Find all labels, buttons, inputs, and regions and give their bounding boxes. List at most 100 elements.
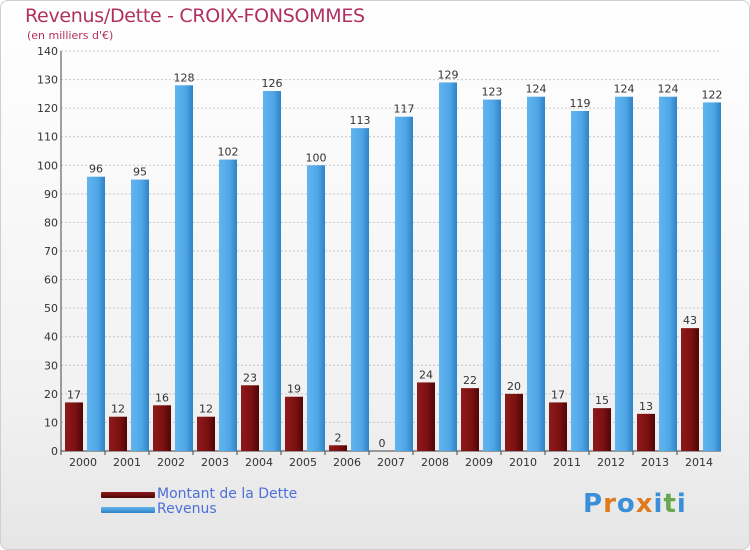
y-tick-label: 120 <box>37 102 58 115</box>
data-label: 126 <box>262 77 283 90</box>
data-label: 17 <box>551 388 565 401</box>
chart-title: Revenus/Dette - CROIX-FONSOMMES <box>25 5 365 27</box>
bar-revenus <box>131 179 149 452</box>
legend-label-dette: Montant de la Dette <box>157 486 298 502</box>
data-label: 113 <box>350 114 371 127</box>
x-tick-label: 2011 <box>553 456 581 469</box>
legend: Montant de la Dette Revenus <box>101 487 297 517</box>
logo-letter: P <box>583 489 604 519</box>
y-tick-label: 0 <box>51 445 58 458</box>
data-label: 128 <box>174 71 195 84</box>
y-tick-label: 40 <box>44 331 58 344</box>
data-label: 15 <box>595 394 609 407</box>
y-tick-label: 20 <box>44 388 58 401</box>
data-label: 17 <box>67 388 81 401</box>
data-label: 13 <box>639 400 653 413</box>
bar-dette <box>197 416 215 451</box>
bar-revenus <box>483 99 501 452</box>
x-tick-label: 2013 <box>641 456 669 469</box>
bar-revenus <box>395 116 413 451</box>
x-tick-label: 2003 <box>201 456 229 469</box>
logo-letter: t <box>663 489 677 519</box>
data-label: 95 <box>133 166 147 179</box>
data-label: 22 <box>463 374 477 387</box>
bar-dette <box>153 405 171 451</box>
bar-revenus <box>615 96 633 451</box>
legend-swatch-dette <box>101 491 155 498</box>
data-label: 129 <box>438 68 459 81</box>
bar-dette <box>329 445 347 451</box>
legend-item-revenus: Revenus <box>101 502 297 517</box>
bar-revenus <box>263 91 281 451</box>
data-label: 2 <box>335 431 342 444</box>
data-label: 117 <box>394 103 415 116</box>
chart-subtitle: (en milliers d'€) <box>27 29 114 42</box>
data-label: 12 <box>111 403 125 416</box>
data-label: 24 <box>419 368 433 381</box>
x-tick-label: 2004 <box>245 456 273 469</box>
data-label: 124 <box>658 83 679 96</box>
x-tick-label: 2000 <box>69 456 97 469</box>
data-label: 23 <box>243 371 257 384</box>
bar-revenus <box>659 96 677 451</box>
legend-label-revenus: Revenus <box>157 501 217 517</box>
bar-dette <box>637 413 655 451</box>
data-label: 122 <box>702 88 723 101</box>
y-tick-label: 70 <box>44 245 58 258</box>
logo-letter: r <box>603 489 617 519</box>
data-label: 20 <box>507 380 521 393</box>
bar-dette <box>549 402 567 451</box>
data-label: 12 <box>199 403 213 416</box>
bar-dette <box>417 382 435 451</box>
x-tick-label: 2008 <box>421 456 449 469</box>
bar-dette <box>241 385 259 451</box>
bar-dette <box>593 408 611 451</box>
data-label: 102 <box>218 146 239 159</box>
bar-dette <box>109 416 127 451</box>
legend-item-dette: Montant de la Dette <box>101 487 297 502</box>
x-tick-label: 2009 <box>465 456 493 469</box>
data-label: 100 <box>306 151 327 164</box>
data-label: 123 <box>482 86 503 99</box>
x-tick-label: 2012 <box>597 456 625 469</box>
bar-revenus <box>439 82 457 451</box>
bar-dette <box>681 328 699 451</box>
y-tick-label: 10 <box>44 416 58 429</box>
x-tick-label: 2005 <box>289 456 317 469</box>
bar-revenus <box>87 176 105 451</box>
data-label: 124 <box>614 83 635 96</box>
data-label: 0 <box>379 437 386 450</box>
x-tick-label: 2014 <box>685 456 713 469</box>
bar-revenus <box>351 128 369 451</box>
x-tick-label: 2007 <box>377 456 405 469</box>
x-tick-label: 2001 <box>113 456 141 469</box>
bar-dette <box>285 396 303 451</box>
y-tick-label: 50 <box>44 302 58 315</box>
bar-revenus <box>219 159 237 452</box>
logo-letter: i <box>676 489 687 519</box>
x-tick-label: 2010 <box>509 456 537 469</box>
bar-revenus <box>175 85 193 452</box>
y-tick-label: 130 <box>37 74 58 87</box>
data-label: 119 <box>570 97 591 110</box>
bar-revenus <box>307 165 325 452</box>
data-label: 96 <box>89 163 103 176</box>
data-label: 43 <box>683 314 697 327</box>
y-tick-label: 60 <box>44 274 58 287</box>
logo-letter: i <box>653 489 664 519</box>
y-tick-label: 110 <box>37 131 58 144</box>
y-tick-label: 30 <box>44 359 58 372</box>
y-tick-label: 80 <box>44 216 58 229</box>
data-label: 124 <box>526 83 547 96</box>
x-tick-label: 2006 <box>333 456 361 469</box>
bar-revenus <box>703 102 721 451</box>
logo-letter: o <box>616 489 636 519</box>
bar-revenus <box>571 111 589 451</box>
x-tick-label: 2002 <box>157 456 185 469</box>
legend-swatch-revenus <box>101 506 155 513</box>
logo-letter: x <box>635 489 654 519</box>
y-tick-label: 100 <box>37 159 58 172</box>
bar-dette <box>65 402 83 451</box>
